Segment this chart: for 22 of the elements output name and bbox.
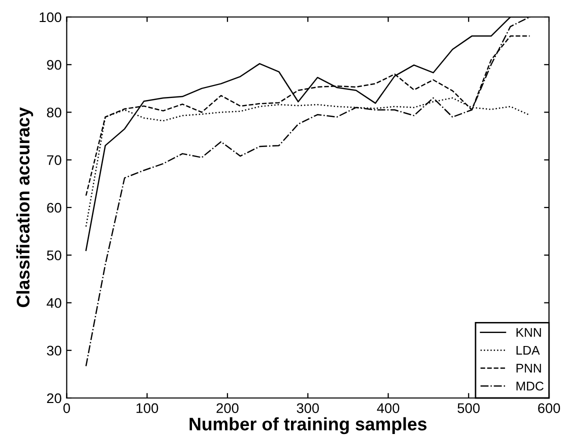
legend-label: MDC bbox=[516, 382, 544, 391]
y-tick-label: 90 bbox=[47, 60, 62, 70]
y-tick-label: 30 bbox=[46, 346, 62, 356]
y-tick-label: 100 bbox=[40, 12, 62, 22]
x-axis-title: Number of training samples bbox=[190, 417, 427, 434]
x-tick-label: 100 bbox=[136, 403, 158, 414]
y-tick-label: 20 bbox=[47, 393, 62, 404]
y-tick-label: 50 bbox=[46, 250, 62, 260]
legend-label: KNN bbox=[516, 328, 541, 337]
y-axis-title: Classification accuracy bbox=[16, 107, 34, 308]
y-tick-label: 70 bbox=[47, 155, 62, 166]
y-tick-label: 80 bbox=[46, 108, 62, 118]
x-tick-label: 0 bbox=[63, 403, 70, 414]
y-tick-label: 40 bbox=[46, 298, 62, 308]
legend-label: PNN bbox=[516, 364, 541, 373]
x-tick-label: 200 bbox=[216, 403, 239, 414]
y-tick-label: 60 bbox=[47, 202, 62, 213]
legend-label: LDA bbox=[516, 346, 540, 355]
x-tick-label: 400 bbox=[376, 403, 400, 414]
x-tick-label: 500 bbox=[458, 403, 480, 414]
x-tick-label: 300 bbox=[296, 403, 319, 414]
x-tick-label: 600 bbox=[538, 403, 560, 414]
